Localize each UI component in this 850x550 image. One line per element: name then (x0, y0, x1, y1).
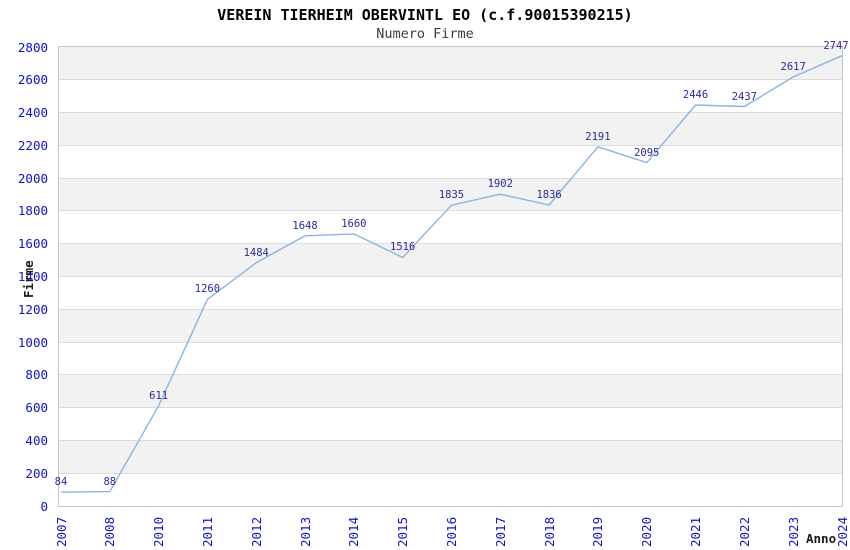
gridline (59, 210, 842, 212)
y-axis-title: Firme (21, 260, 36, 298)
x-tick-label: 2011 (199, 516, 215, 547)
data-point-label: 2437 (731, 90, 758, 103)
x-tick-label: 2012 (248, 516, 264, 547)
data-point-label: 84 (54, 476, 68, 489)
gridline (59, 276, 842, 277)
plot-area (59, 47, 842, 506)
x-axis-title: Anno (806, 531, 837, 546)
y-tick-label: 600 (25, 400, 48, 416)
y-tick-label: 1000 (17, 334, 48, 350)
x-tick-label: 2014 (346, 516, 362, 547)
y-tick-label: 2600 (17, 72, 48, 88)
plot-band (59, 440, 842, 474)
x-tick-label: 2020 (639, 516, 655, 547)
gridline (59, 439, 842, 441)
data-point-label: 88 (103, 475, 117, 488)
y-tick-label: 0 (40, 498, 48, 514)
plot-band (59, 210, 842, 244)
y-tick-label: 2000 (17, 170, 48, 186)
gridline (59, 112, 842, 114)
data-point-label: 2191 (585, 130, 611, 143)
data-point-label: 1836 (536, 189, 562, 202)
plot-band (59, 276, 842, 310)
chart-title: VEREIN TIERHEIM OBERVINTL EO (c.f.900153… (217, 6, 633, 24)
gridline (59, 177, 842, 179)
y-tick-label: 1400 (17, 269, 48, 284)
x-tick-label: 2023 (785, 516, 801, 547)
data-point-label: 1902 (487, 178, 513, 191)
gridline (59, 407, 842, 409)
gridline (59, 243, 842, 245)
data-point-label: 1484 (243, 246, 269, 259)
x-tick-label: 2010 (151, 516, 167, 547)
gridline (59, 144, 842, 146)
data-point-label: 1648 (292, 219, 318, 232)
x-tick-label: 2016 (444, 516, 459, 547)
y-tick-label: 800 (25, 367, 48, 383)
y-tick-label: 400 (25, 432, 48, 448)
x-tick-label: 2017 (492, 516, 508, 547)
x-tick-label: 2019 (590, 516, 606, 547)
x-tick-label: 2018 (541, 516, 557, 547)
plot-band (59, 47, 842, 80)
data-point-label: 1835 (438, 189, 465, 202)
plot-band (59, 112, 842, 146)
y-tick-label: 2800 (17, 39, 48, 55)
y-tick-label: 1200 (17, 301, 48, 317)
x-tick-label: 2015 (395, 516, 411, 547)
gridline (59, 308, 842, 310)
y-tick-label: 2200 (17, 137, 48, 153)
gridline (59, 472, 842, 474)
gridline (59, 374, 842, 376)
x-tick-label: 2024 (834, 516, 850, 547)
plot-band (59, 407, 842, 441)
data-point-label: 1660 (341, 217, 367, 230)
gridline (59, 341, 842, 343)
data-point-label: 2446 (682, 89, 709, 102)
chart-subtitle: Numero Firme (376, 26, 474, 42)
gridline (59, 79, 842, 81)
plot-band (59, 309, 842, 343)
data-point-label: 611 (149, 389, 169, 402)
x-tick-label: 2013 (297, 516, 313, 547)
data-point-label: 1260 (194, 283, 221, 296)
data-point-label: 2747 (823, 39, 849, 52)
y-tick-label: 2400 (17, 105, 48, 121)
x-tick-label: 2007 (53, 516, 69, 547)
plot-band (59, 342, 842, 375)
plot-band (59, 473, 842, 506)
y-tick-label: 1600 (17, 236, 48, 252)
data-point-label: 2095 (634, 146, 660, 159)
y-tick-label: 200 (25, 465, 48, 481)
data-point-label: 1516 (390, 241, 416, 254)
plot-band (59, 145, 842, 179)
plot-band (59, 243, 842, 277)
x-tick-label: 2022 (736, 516, 752, 547)
x-tick-label: 2021 (688, 516, 704, 547)
data-point-label: 2617 (780, 60, 806, 73)
y-tick-label: 1800 (17, 203, 48, 219)
x-tick-label: 2008 (102, 516, 118, 547)
